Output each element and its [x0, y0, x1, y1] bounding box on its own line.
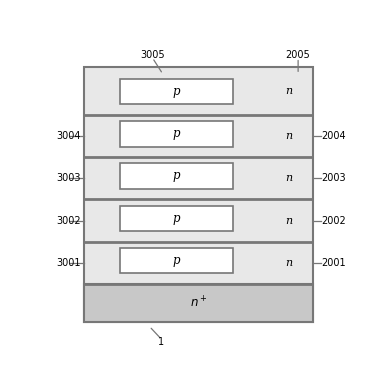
Text: 2004: 2004: [321, 131, 345, 141]
Text: p: p: [173, 254, 180, 267]
Bar: [120, 79, 233, 104]
Text: n: n: [285, 173, 292, 183]
Bar: [120, 163, 233, 189]
Text: p: p: [173, 169, 180, 182]
Text: p: p: [173, 212, 180, 225]
Bar: [84, 284, 313, 322]
Text: 2003: 2003: [321, 173, 345, 183]
Text: 3004: 3004: [56, 131, 81, 141]
Text: 2005: 2005: [286, 49, 310, 60]
Text: 3003: 3003: [56, 173, 81, 183]
Text: 3002: 3002: [56, 216, 81, 226]
Text: $n^+$: $n^+$: [190, 295, 208, 310]
Text: n: n: [285, 216, 292, 226]
Text: n: n: [285, 258, 292, 268]
Text: p: p: [173, 85, 180, 98]
Text: 2001: 2001: [321, 258, 345, 268]
Bar: [120, 205, 233, 231]
Bar: [120, 248, 233, 274]
Text: 1: 1: [158, 337, 165, 347]
Text: 3001: 3001: [56, 258, 81, 268]
Text: 3005: 3005: [140, 49, 165, 60]
Text: p: p: [173, 127, 180, 140]
Text: n: n: [285, 131, 292, 141]
Bar: [120, 121, 233, 147]
Text: n: n: [285, 86, 292, 96]
Text: 2002: 2002: [321, 216, 346, 226]
Bar: [84, 67, 313, 322]
